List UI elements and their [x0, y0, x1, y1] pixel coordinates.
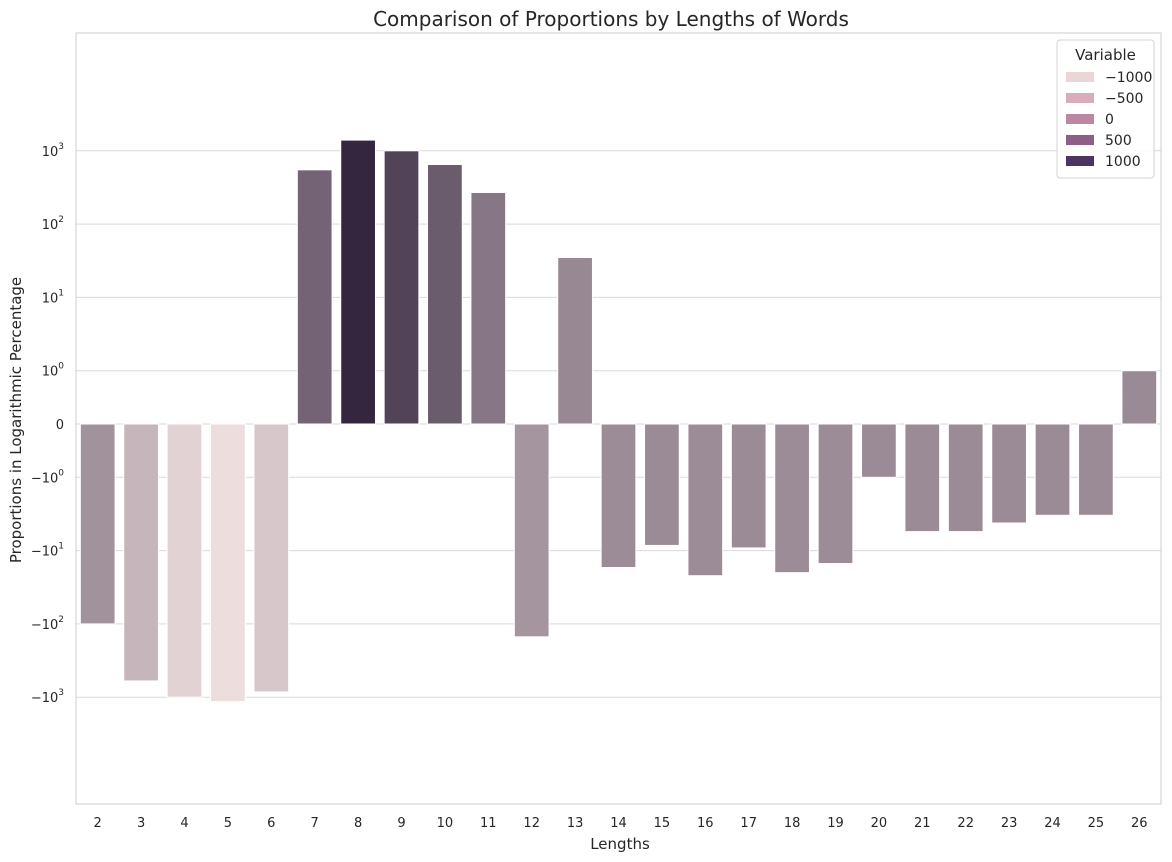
bar-4: [166, 423, 203, 698]
x-tick-label: 21: [914, 816, 931, 831]
x-tick-label: 5: [224, 816, 232, 831]
x-tick-label: 11: [480, 816, 497, 831]
bar-9: [383, 150, 420, 425]
bars: [79, 139, 1158, 703]
x-tick-label: 22: [957, 816, 974, 831]
y-tick-label: −103: [31, 688, 64, 706]
bar-23: [991, 423, 1027, 524]
legend-swatch: [1066, 156, 1094, 166]
x-tick-label: 4: [180, 816, 188, 831]
bar-8: [340, 139, 376, 425]
bar-7: [296, 169, 333, 425]
bar-13: [557, 257, 593, 425]
x-tick-label: 23: [1001, 816, 1018, 831]
legend-label: 1000: [1105, 154, 1141, 170]
bar-2: [79, 423, 116, 625]
bar-11: [470, 191, 507, 425]
bar-16: [687, 423, 724, 577]
legend-swatch: [1066, 93, 1094, 103]
x-tick-label: 2: [94, 816, 102, 831]
x-tick-label: 25: [1088, 816, 1105, 831]
bar-5: [210, 423, 246, 703]
bar-25: [1078, 423, 1114, 516]
x-axis-label: Lengths: [590, 835, 650, 853]
bar-18: [774, 423, 810, 574]
x-tick-label: 17: [740, 816, 757, 831]
legend-label: −1000: [1105, 70, 1152, 86]
legend-title: Variable: [1075, 46, 1136, 64]
x-tick-label: 6: [267, 816, 275, 831]
bar-24: [1034, 423, 1071, 516]
x-tick-label: 20: [871, 816, 888, 831]
y-axis-ticks: 103 102 101 100 0 −100 −101 −102 −103: [31, 142, 64, 706]
x-tick-label: 3: [137, 816, 145, 831]
legend-swatch: [1066, 114, 1094, 124]
bar-17: [730, 423, 767, 549]
x-tick-label: 24: [1044, 816, 1061, 831]
y-tick-label: −102: [31, 615, 64, 633]
plot-frame: [75, 32, 1162, 805]
y-tick-label: −101: [31, 542, 64, 560]
y-tick-label: 102: [42, 215, 64, 233]
legend: Variable −1000 −500 0 500 1000: [1056, 39, 1155, 179]
y-tick-label: 0: [56, 418, 64, 433]
bar-22: [947, 423, 984, 533]
y-tick-label: 100: [42, 362, 65, 380]
y-tick-label: 101: [42, 288, 64, 306]
x-tick-label: 8: [354, 816, 362, 831]
legend-swatch: [1066, 135, 1094, 145]
x-tick-label: 26: [1131, 816, 1148, 831]
y-axis-label: Proportions in Logarithmic Percentage: [7, 277, 25, 563]
x-tick-label: 18: [784, 816, 801, 831]
x-tick-label: 7: [311, 816, 319, 831]
x-tick-label: 14: [610, 816, 627, 831]
x-tick-label: 10: [437, 816, 454, 831]
x-axis-ticks: 2 3 4 5 6 7 8 9 10 11 12 13 14 15 16 17 18 19 20 21 22 23 24 25…: [94, 816, 1148, 831]
legend-label: 0: [1105, 112, 1114, 128]
bar-21: [904, 423, 941, 533]
x-tick-label: 15: [654, 816, 671, 831]
chart-title: Comparison of Proportions by Lengths of …: [373, 7, 849, 31]
legend-swatch: [1066, 72, 1094, 82]
bar-14: [600, 423, 637, 568]
y-tick-label: −100: [31, 468, 64, 486]
bar-19: [817, 423, 854, 565]
x-tick-label: 19: [827, 816, 844, 831]
bar-20: [861, 423, 897, 478]
legend-label: −500: [1105, 91, 1143, 107]
bar-3: [123, 423, 159, 682]
bar-12: [513, 423, 550, 638]
x-tick-label: 12: [523, 816, 540, 831]
x-tick-label: 13: [567, 816, 584, 831]
y-tick-label: 103: [42, 142, 64, 160]
legend-label: 500: [1105, 133, 1132, 149]
x-tick-label: 16: [697, 816, 714, 831]
bar-15: [644, 423, 680, 546]
bar-26: [1121, 370, 1158, 425]
bar-10: [427, 164, 463, 425]
bar-6: [253, 423, 290, 693]
x-tick-label: 9: [397, 816, 405, 831]
